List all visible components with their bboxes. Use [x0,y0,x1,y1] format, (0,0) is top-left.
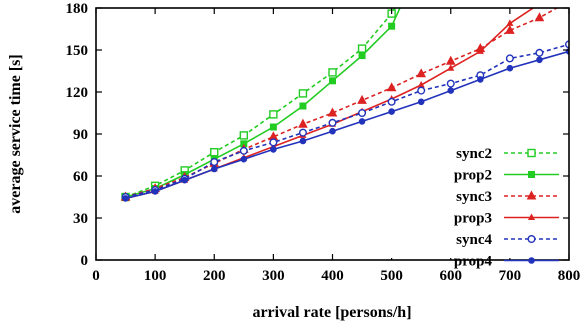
data-point-prop4 [151,188,159,195]
data-point-sync3 [386,82,397,92]
y-tick-label: 120 [66,85,89,101]
data-point-sync4 [358,108,367,117]
data-point-sync4 [565,40,569,49]
data-point-prop2 [358,52,366,60]
data-point-sync3 [416,68,427,78]
data-point-sync2 [357,44,367,53]
data-point-sync4 [269,138,278,147]
data-point-sync4 [298,128,307,137]
data-point-sync4 [505,54,514,63]
data-point-prop4 [447,87,455,94]
legend-label-prop3: prop3 [454,211,492,227]
y-tick-label: 60 [73,169,88,185]
data-point-prop4 [477,76,484,83]
data-point-prop4 [506,64,514,72]
data-point-prop3 [537,1,542,6]
data-point-sync4 [328,118,337,127]
data-point-sync3 [298,118,308,128]
y-axis-title: average service time [s] [7,54,24,213]
x-tick-label: 200 [203,268,226,284]
x-tick-label: 700 [499,268,522,284]
data-point-prop3 [447,64,455,71]
legend-label-sync2: sync2 [456,146,492,162]
data-point-prop4 [358,118,366,125]
y-tick-label: 180 [66,1,89,17]
data-point-sync2 [210,147,219,157]
legend-marker-sync3 [526,190,537,200]
data-point-prop2 [388,22,396,30]
x-axis-title: arrival rate [persons/h] [252,304,411,321]
data-point-sync2 [328,68,337,77]
series-line-prop2 [125,8,401,198]
series-line-prop4 [125,50,569,200]
x-tick-label: 300 [262,268,285,284]
data-point-sync3 [505,24,515,34]
data-point-prop4 [388,108,395,115]
data-point-prop2 [269,123,277,131]
data-point-sync4 [417,86,426,95]
data-point-sync4 [239,146,248,155]
data-point-prop3 [417,80,425,88]
data-point-sync3 [565,0,573,4]
data-point-sync2 [298,89,308,98]
data-point-sync4 [210,157,219,166]
legend-marker-sync4 [527,234,536,243]
data-point-prop2 [329,77,336,85]
series-prop4 [122,48,569,202]
x-tick-label: 0 [92,268,100,284]
data-point-sync3 [445,55,456,65]
series-line-sync4 [125,43,569,198]
series-prop2 [122,8,401,201]
data-point-prop2 [299,102,307,110]
legend-label-sync4: sync4 [456,232,492,248]
data-point-sync2 [239,131,249,140]
data-point-prop3 [476,47,484,54]
data-point-sync3 [357,94,367,104]
x-tick-label: 500 [380,268,403,284]
legend-marker-sync2 [527,148,536,158]
x-tick-label: 800 [558,268,581,284]
x-tick-label: 100 [144,268,167,284]
legend-marker-prop3 [527,213,536,220]
legend-label-prop4: prop4 [454,254,493,270]
data-point-sync3 [534,12,545,22]
y-tick-label: 30 [73,211,88,227]
series-layer [120,0,573,202]
axes-layer: 0 100 200 300 400 500 600 700 800 0 30 60 90 120 150 18… [66,1,581,284]
data-point-prop4 [417,98,425,106]
data-point-prop4 [536,56,543,64]
x-tick-label: 600 [440,268,463,284]
data-point-sync2 [269,110,278,119]
data-point-prop4 [181,176,188,184]
data-point-sync4 [446,79,455,88]
data-point-prop4 [210,165,218,173]
x-tick-label: 400 [321,268,344,284]
y-tick-label: 0 [81,253,89,269]
data-point-sync4 [535,48,544,57]
legend-marker-prop2 [528,171,535,178]
legend-label-sync3: sync3 [456,189,492,205]
data-point-prop4 [329,127,336,135]
data-point-prop4 [240,155,248,163]
data-point-sync4 [387,97,396,106]
data-point-prop3 [506,19,514,26]
legend: sync2 prop2 sync3 prop3 sync4 prop4 [378,140,563,270]
y-tick-label: 90 [73,127,88,143]
data-point-prop4 [122,195,129,202]
legend-marker-prop4 [528,257,535,264]
data-point-prop4 [299,137,307,145]
data-point-prop4 [270,146,277,153]
data-point-sync3 [327,107,338,117]
y-tick-label: 150 [66,43,89,59]
legend-label-prop2: prop2 [454,168,492,184]
